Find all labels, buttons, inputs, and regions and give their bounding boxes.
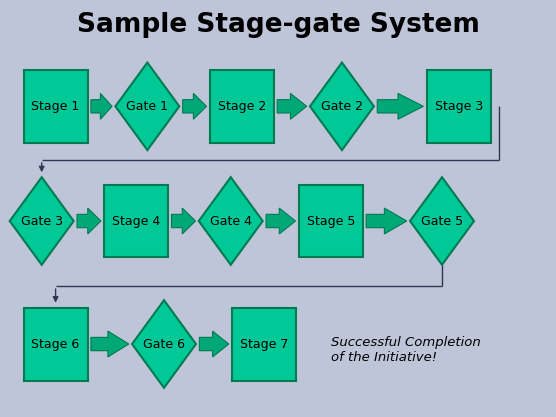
Text: Gate 5: Gate 5 bbox=[421, 214, 463, 228]
Text: Gate 1: Gate 1 bbox=[126, 100, 168, 113]
Polygon shape bbox=[116, 63, 179, 150]
Polygon shape bbox=[199, 177, 262, 265]
Text: Gate 6: Gate 6 bbox=[143, 337, 185, 351]
Text: Stage 2: Stage 2 bbox=[218, 100, 266, 113]
Polygon shape bbox=[132, 300, 196, 388]
FancyArrow shape bbox=[199, 331, 229, 357]
FancyArrow shape bbox=[366, 208, 407, 234]
Polygon shape bbox=[310, 63, 374, 150]
Bar bbox=[24, 70, 88, 143]
Text: Sample Stage-gate System: Sample Stage-gate System bbox=[77, 12, 479, 38]
Text: Stage 3: Stage 3 bbox=[435, 100, 483, 113]
FancyArrow shape bbox=[377, 93, 424, 119]
Bar bbox=[299, 185, 363, 258]
Text: Gate 4: Gate 4 bbox=[210, 214, 252, 228]
FancyArrow shape bbox=[277, 93, 307, 119]
Text: Gate 3: Gate 3 bbox=[21, 214, 63, 228]
FancyArrow shape bbox=[91, 331, 129, 357]
Bar bbox=[427, 70, 490, 143]
Text: Stage 6: Stage 6 bbox=[32, 337, 80, 351]
Bar bbox=[232, 308, 296, 380]
Polygon shape bbox=[410, 177, 474, 265]
Text: Gate 2: Gate 2 bbox=[321, 100, 363, 113]
FancyArrow shape bbox=[266, 208, 296, 234]
FancyArrow shape bbox=[77, 208, 101, 234]
Bar bbox=[105, 185, 168, 258]
FancyArrow shape bbox=[172, 208, 196, 234]
Text: Stage 7: Stage 7 bbox=[240, 337, 289, 351]
Bar bbox=[24, 308, 88, 380]
FancyArrow shape bbox=[91, 93, 112, 119]
FancyArrow shape bbox=[183, 93, 207, 119]
Text: Stage 5: Stage 5 bbox=[306, 214, 355, 228]
Text: Stage 4: Stage 4 bbox=[112, 214, 160, 228]
Text: Stage 1: Stage 1 bbox=[32, 100, 80, 113]
Text: Successful Completion
of the Initiative!: Successful Completion of the Initiative! bbox=[331, 336, 480, 364]
Bar bbox=[210, 70, 274, 143]
Polygon shape bbox=[9, 177, 73, 265]
